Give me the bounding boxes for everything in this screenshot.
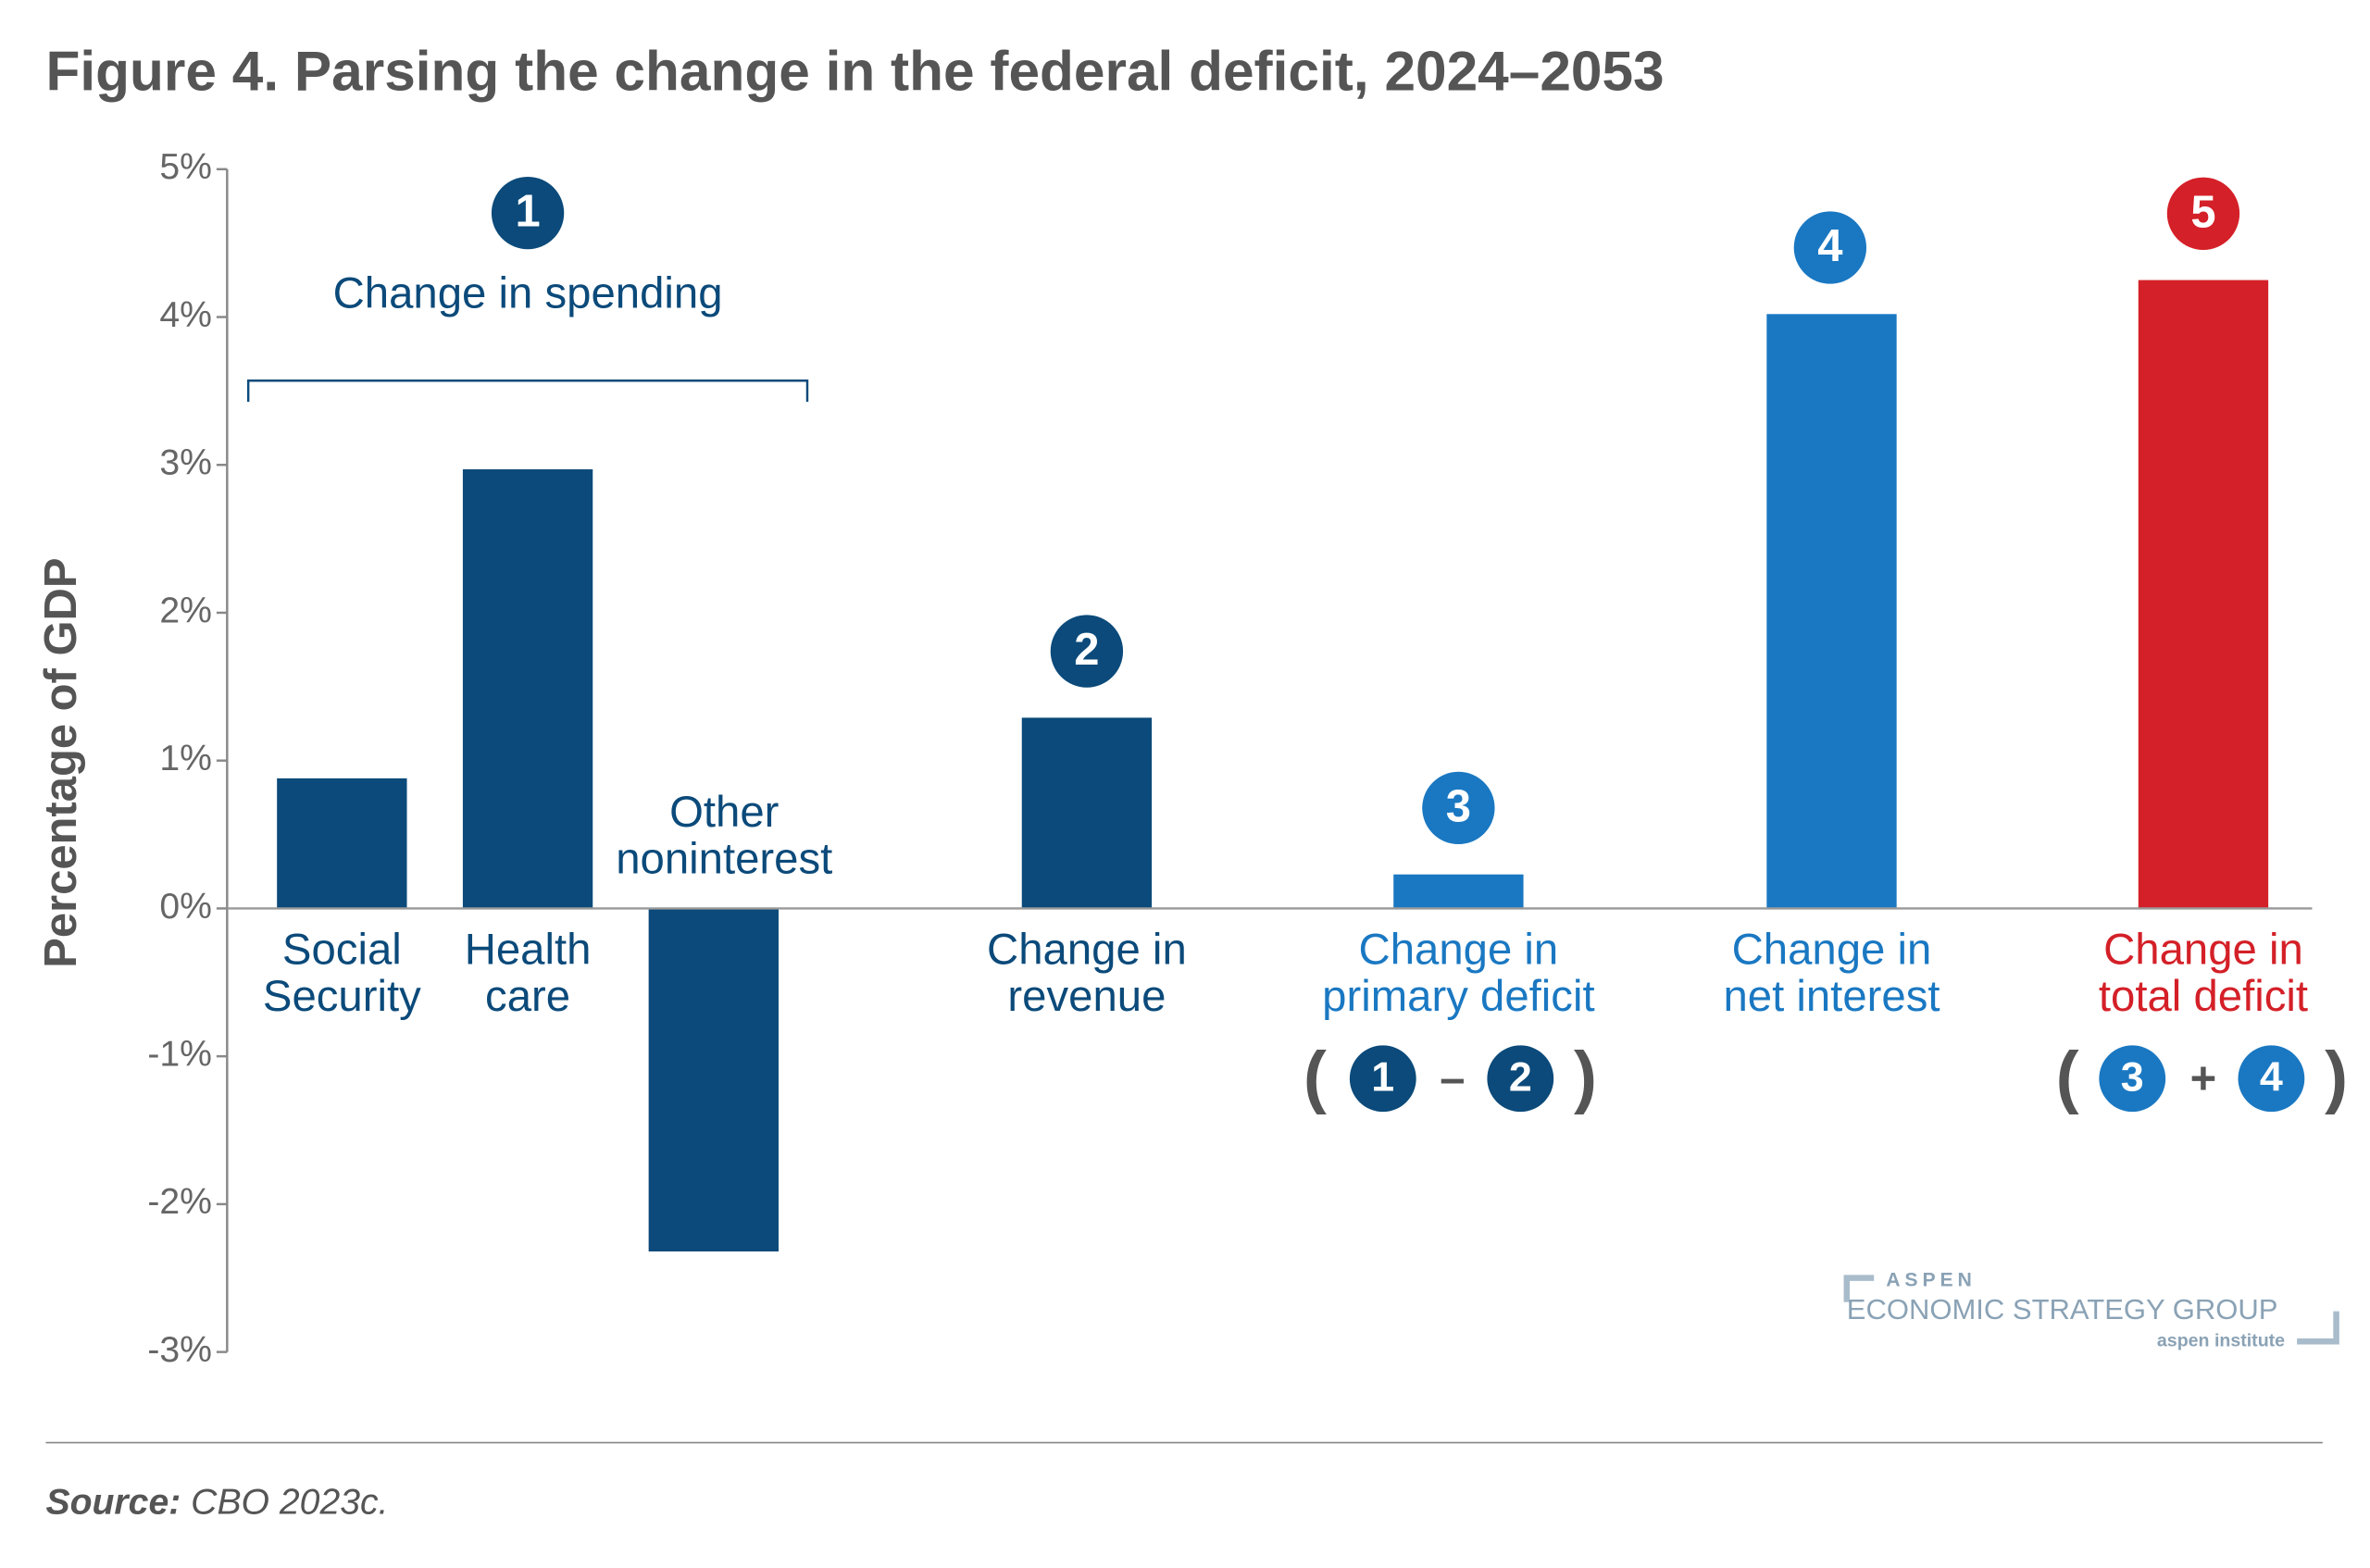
bar (1021, 717, 1153, 909)
formula-badge (2238, 1045, 2305, 1113)
formula-symbol: ( (2056, 1037, 2079, 1114)
formula-symbol: – (1440, 1053, 1465, 1103)
formula-symbol: + (2190, 1053, 2217, 1103)
x-tick-label: Change in (987, 925, 1187, 974)
logo-sub: aspen institute (2157, 1330, 2285, 1350)
x-tick-label: Change in (1732, 925, 1932, 974)
formula-badge-label: 1 (1371, 1053, 1394, 1101)
bar (462, 469, 593, 909)
source-text: CBO 2023c. (191, 1483, 388, 1523)
formula-badge-label: 2 (1509, 1053, 1532, 1101)
logo: ASPEN ECONOMIC STRATEGY GROUP aspen inst… (1843, 1270, 2339, 1350)
y-tick-label: 1% (159, 739, 212, 778)
x-tick-label: Other (669, 788, 779, 837)
y-tick-label: 0% (159, 887, 212, 927)
logo-main: ECONOMIC STRATEGY GROUP (1847, 1293, 2278, 1325)
formula-badge (1349, 1045, 1416, 1113)
x-tick-label: Change in (2103, 925, 2303, 974)
badge-label: 2 (1074, 625, 1099, 675)
logo-bracket (2297, 1311, 2339, 1345)
badge-label: 4 (1817, 221, 1842, 271)
badge (1793, 211, 1867, 284)
badge (491, 176, 565, 250)
x-tick-label: revenue (1007, 972, 1166, 1021)
formula-symbol: ) (1574, 1037, 1597, 1114)
group-bracket (246, 380, 809, 403)
bar (1393, 874, 1524, 909)
x-tick-label: Social (282, 925, 402, 974)
logo-top: ASPEN (1886, 1270, 1977, 1291)
badge-label: 1 (515, 187, 540, 237)
badge (1422, 771, 1495, 845)
badge (1050, 615, 1124, 688)
badge-label: 5 (2190, 187, 2215, 237)
y-tick-label: 5% (159, 147, 212, 187)
y-tick-label: -1% (147, 1035, 212, 1075)
source: Source: CBO 2023c. (45, 1483, 388, 1523)
x-tick-label: Change in (1359, 925, 1559, 974)
badge (2166, 177, 2240, 250)
x-tick-label: care (485, 972, 570, 1021)
bar (648, 908, 779, 1252)
y-tick-label: 2% (159, 591, 212, 630)
bar (2138, 280, 2269, 909)
x-tick-label: net interest (1723, 972, 1940, 1021)
formula-badge-label: 3 (2121, 1053, 2144, 1101)
y-tick-label: 3% (159, 443, 212, 483)
formula-symbol: ) (2325, 1037, 2348, 1114)
formula-symbol: ( (1304, 1037, 1327, 1114)
y-axis-title: Percentage of GDP (36, 558, 86, 968)
chart-title: Figure 4. Parsing the change in the fede… (45, 40, 1664, 103)
formula-badge (2099, 1045, 2166, 1113)
x-tick-label: primary deficit (1322, 972, 1594, 1021)
badge-label: 3 (1446, 781, 1471, 831)
formula-badge-label: 4 (2260, 1053, 2283, 1101)
x-tick-label: noninterest (616, 834, 832, 883)
x-tick-label: Security (263, 972, 421, 1021)
y-tick-label: -3% (147, 1330, 212, 1370)
x-tick-label: total deficit (2099, 972, 2308, 1021)
logo-bracket (1843, 1275, 1875, 1302)
bar (277, 778, 407, 909)
formula-badge (1487, 1045, 1554, 1113)
x-tick-label: Health (465, 925, 592, 974)
bar (1766, 314, 1897, 909)
source-label: Source: (45, 1483, 181, 1523)
y-tick-label: -2% (147, 1182, 212, 1222)
group-label: Change in spending (333, 268, 723, 317)
y-tick-label: 4% (159, 295, 212, 335)
